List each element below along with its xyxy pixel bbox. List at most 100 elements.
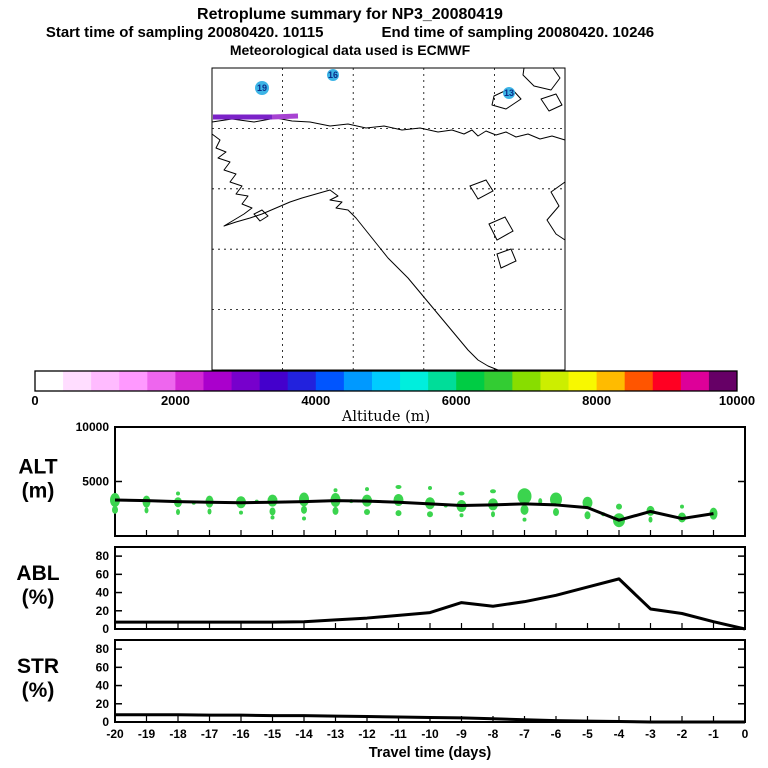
panel-frame-STR bbox=[114, 639, 746, 723]
colorbar-frame bbox=[34, 370, 738, 392]
colorbar-tick-label: 10000 bbox=[719, 393, 755, 408]
colorbar-cell bbox=[512, 371, 541, 391]
coastline bbox=[211, 117, 566, 141]
plume-particle bbox=[427, 511, 433, 518]
colorbar-cell bbox=[428, 371, 457, 391]
xtick-label: -13 bbox=[327, 727, 345, 741]
plume-particle bbox=[299, 492, 309, 507]
ytick-label-STR: 80 bbox=[96, 642, 110, 656]
colorbar-cell bbox=[400, 371, 429, 391]
colorbar-cell bbox=[315, 371, 345, 391]
coastline bbox=[211, 133, 499, 371]
plume-particle bbox=[270, 515, 275, 520]
colorbar-cell bbox=[63, 371, 92, 391]
plume-particle bbox=[428, 486, 432, 491]
colorbar-cell bbox=[91, 371, 120, 391]
plume-particle bbox=[491, 511, 495, 518]
plume-particle bbox=[365, 487, 369, 492]
colorbar-cell bbox=[147, 371, 176, 391]
ytick-label-ABL: 80 bbox=[96, 549, 110, 563]
colorbar-cell bbox=[652, 371, 682, 391]
colorbar-cell bbox=[119, 371, 148, 391]
xtick-label: -15 bbox=[264, 727, 282, 741]
colorbar-tick-label: 2000 bbox=[161, 393, 190, 408]
plume-particle bbox=[458, 491, 465, 496]
sampling-start-time: Start time of sampling 20080420. 10115 bbox=[45, 24, 324, 41]
xtick-label: -16 bbox=[232, 727, 250, 741]
ytick-label-ALT: 10000 bbox=[76, 420, 110, 434]
plume-particle bbox=[520, 504, 529, 515]
xtick-label: -18 bbox=[169, 727, 187, 741]
plume-particle bbox=[680, 504, 684, 509]
ytick-label-STR: 20 bbox=[96, 697, 110, 711]
map-frame bbox=[211, 67, 566, 371]
xtick-label: -17 bbox=[201, 727, 219, 741]
plume-particle bbox=[302, 516, 306, 521]
plume-particle bbox=[582, 496, 593, 509]
panel-label-unit-ABL: (%) bbox=[22, 586, 55, 609]
plume-particle bbox=[267, 494, 278, 507]
colorbar-cell bbox=[35, 371, 64, 391]
plume-particle bbox=[648, 516, 653, 523]
plume-particle bbox=[584, 511, 591, 520]
coastline bbox=[253, 209, 269, 222]
ytick-label-ABL: 20 bbox=[96, 604, 110, 618]
ytick-label-ALT: 5000 bbox=[82, 475, 109, 489]
station-marker-label: 19 bbox=[257, 83, 267, 93]
ytick-label-ABL: 0 bbox=[102, 622, 109, 636]
panel-frame-ABL bbox=[114, 546, 746, 630]
xtick-label: -2 bbox=[677, 727, 688, 741]
xtick-label: -1 bbox=[708, 727, 719, 741]
colorbar-cell bbox=[568, 371, 598, 391]
ALT-mean-line bbox=[114, 498, 714, 522]
lake-outline bbox=[469, 179, 494, 200]
plume-particle bbox=[553, 508, 559, 517]
x-axis-label: Travel time (days) bbox=[369, 745, 492, 761]
coastline bbox=[540, 93, 563, 112]
plume-particle bbox=[395, 510, 402, 517]
colorbar-cell bbox=[680, 371, 710, 391]
ytick-label-STR: 40 bbox=[96, 679, 110, 693]
panel-label-unit-ALT: (m) bbox=[22, 480, 55, 503]
plume-particle bbox=[517, 488, 532, 505]
ytick-label-ABL: 60 bbox=[96, 567, 110, 581]
plume-particle bbox=[490, 489, 496, 494]
figure-title: Retroplume summary for NP3_20080419 bbox=[197, 6, 503, 23]
plume-particle bbox=[332, 506, 339, 515]
plume-particle bbox=[616, 503, 622, 510]
colorbar-tick-label: 6000 bbox=[442, 393, 471, 408]
colorbar-cell bbox=[540, 371, 570, 391]
ytick-label-STR: 60 bbox=[96, 660, 110, 674]
colorbar-cell bbox=[596, 371, 626, 391]
plume-particle bbox=[239, 510, 243, 515]
colorbar-tick-label: 4000 bbox=[301, 393, 330, 408]
xtick-label: -11 bbox=[390, 727, 407, 741]
plume-particle bbox=[301, 505, 307, 514]
plume-particle bbox=[269, 507, 276, 516]
colorbar-cell bbox=[231, 371, 261, 391]
STR-mean-line bbox=[115, 713, 745, 724]
xtick-label: -20 bbox=[106, 727, 124, 741]
colorbar-cell bbox=[624, 371, 654, 391]
plume-particle bbox=[364, 509, 370, 516]
plume-particle bbox=[176, 509, 180, 516]
xtick-label: -8 bbox=[488, 727, 499, 741]
colorbar-cell bbox=[484, 371, 513, 391]
colorbar-cell bbox=[175, 371, 204, 391]
sampling-end-time: End time of sampling 20080420. 10246 bbox=[381, 24, 655, 41]
plume-particle bbox=[538, 498, 543, 505]
plume-particle bbox=[112, 505, 118, 514]
colorbar-cell bbox=[708, 371, 738, 391]
xtick-label: -9 bbox=[456, 727, 467, 741]
plume-particle bbox=[522, 517, 527, 522]
xtick-label: -12 bbox=[358, 727, 376, 741]
xtick-label: -7 bbox=[519, 727, 530, 741]
station-marker-label: 13 bbox=[504, 88, 514, 98]
colorbar-tick-label: 0 bbox=[31, 393, 38, 408]
lake-outline bbox=[488, 216, 514, 241]
colorbar-cell bbox=[287, 371, 317, 391]
xtick-label: 0 bbox=[742, 727, 749, 741]
colorbar-axis-label: Altitude (m) bbox=[341, 409, 430, 425]
plume-particle bbox=[550, 492, 562, 507]
